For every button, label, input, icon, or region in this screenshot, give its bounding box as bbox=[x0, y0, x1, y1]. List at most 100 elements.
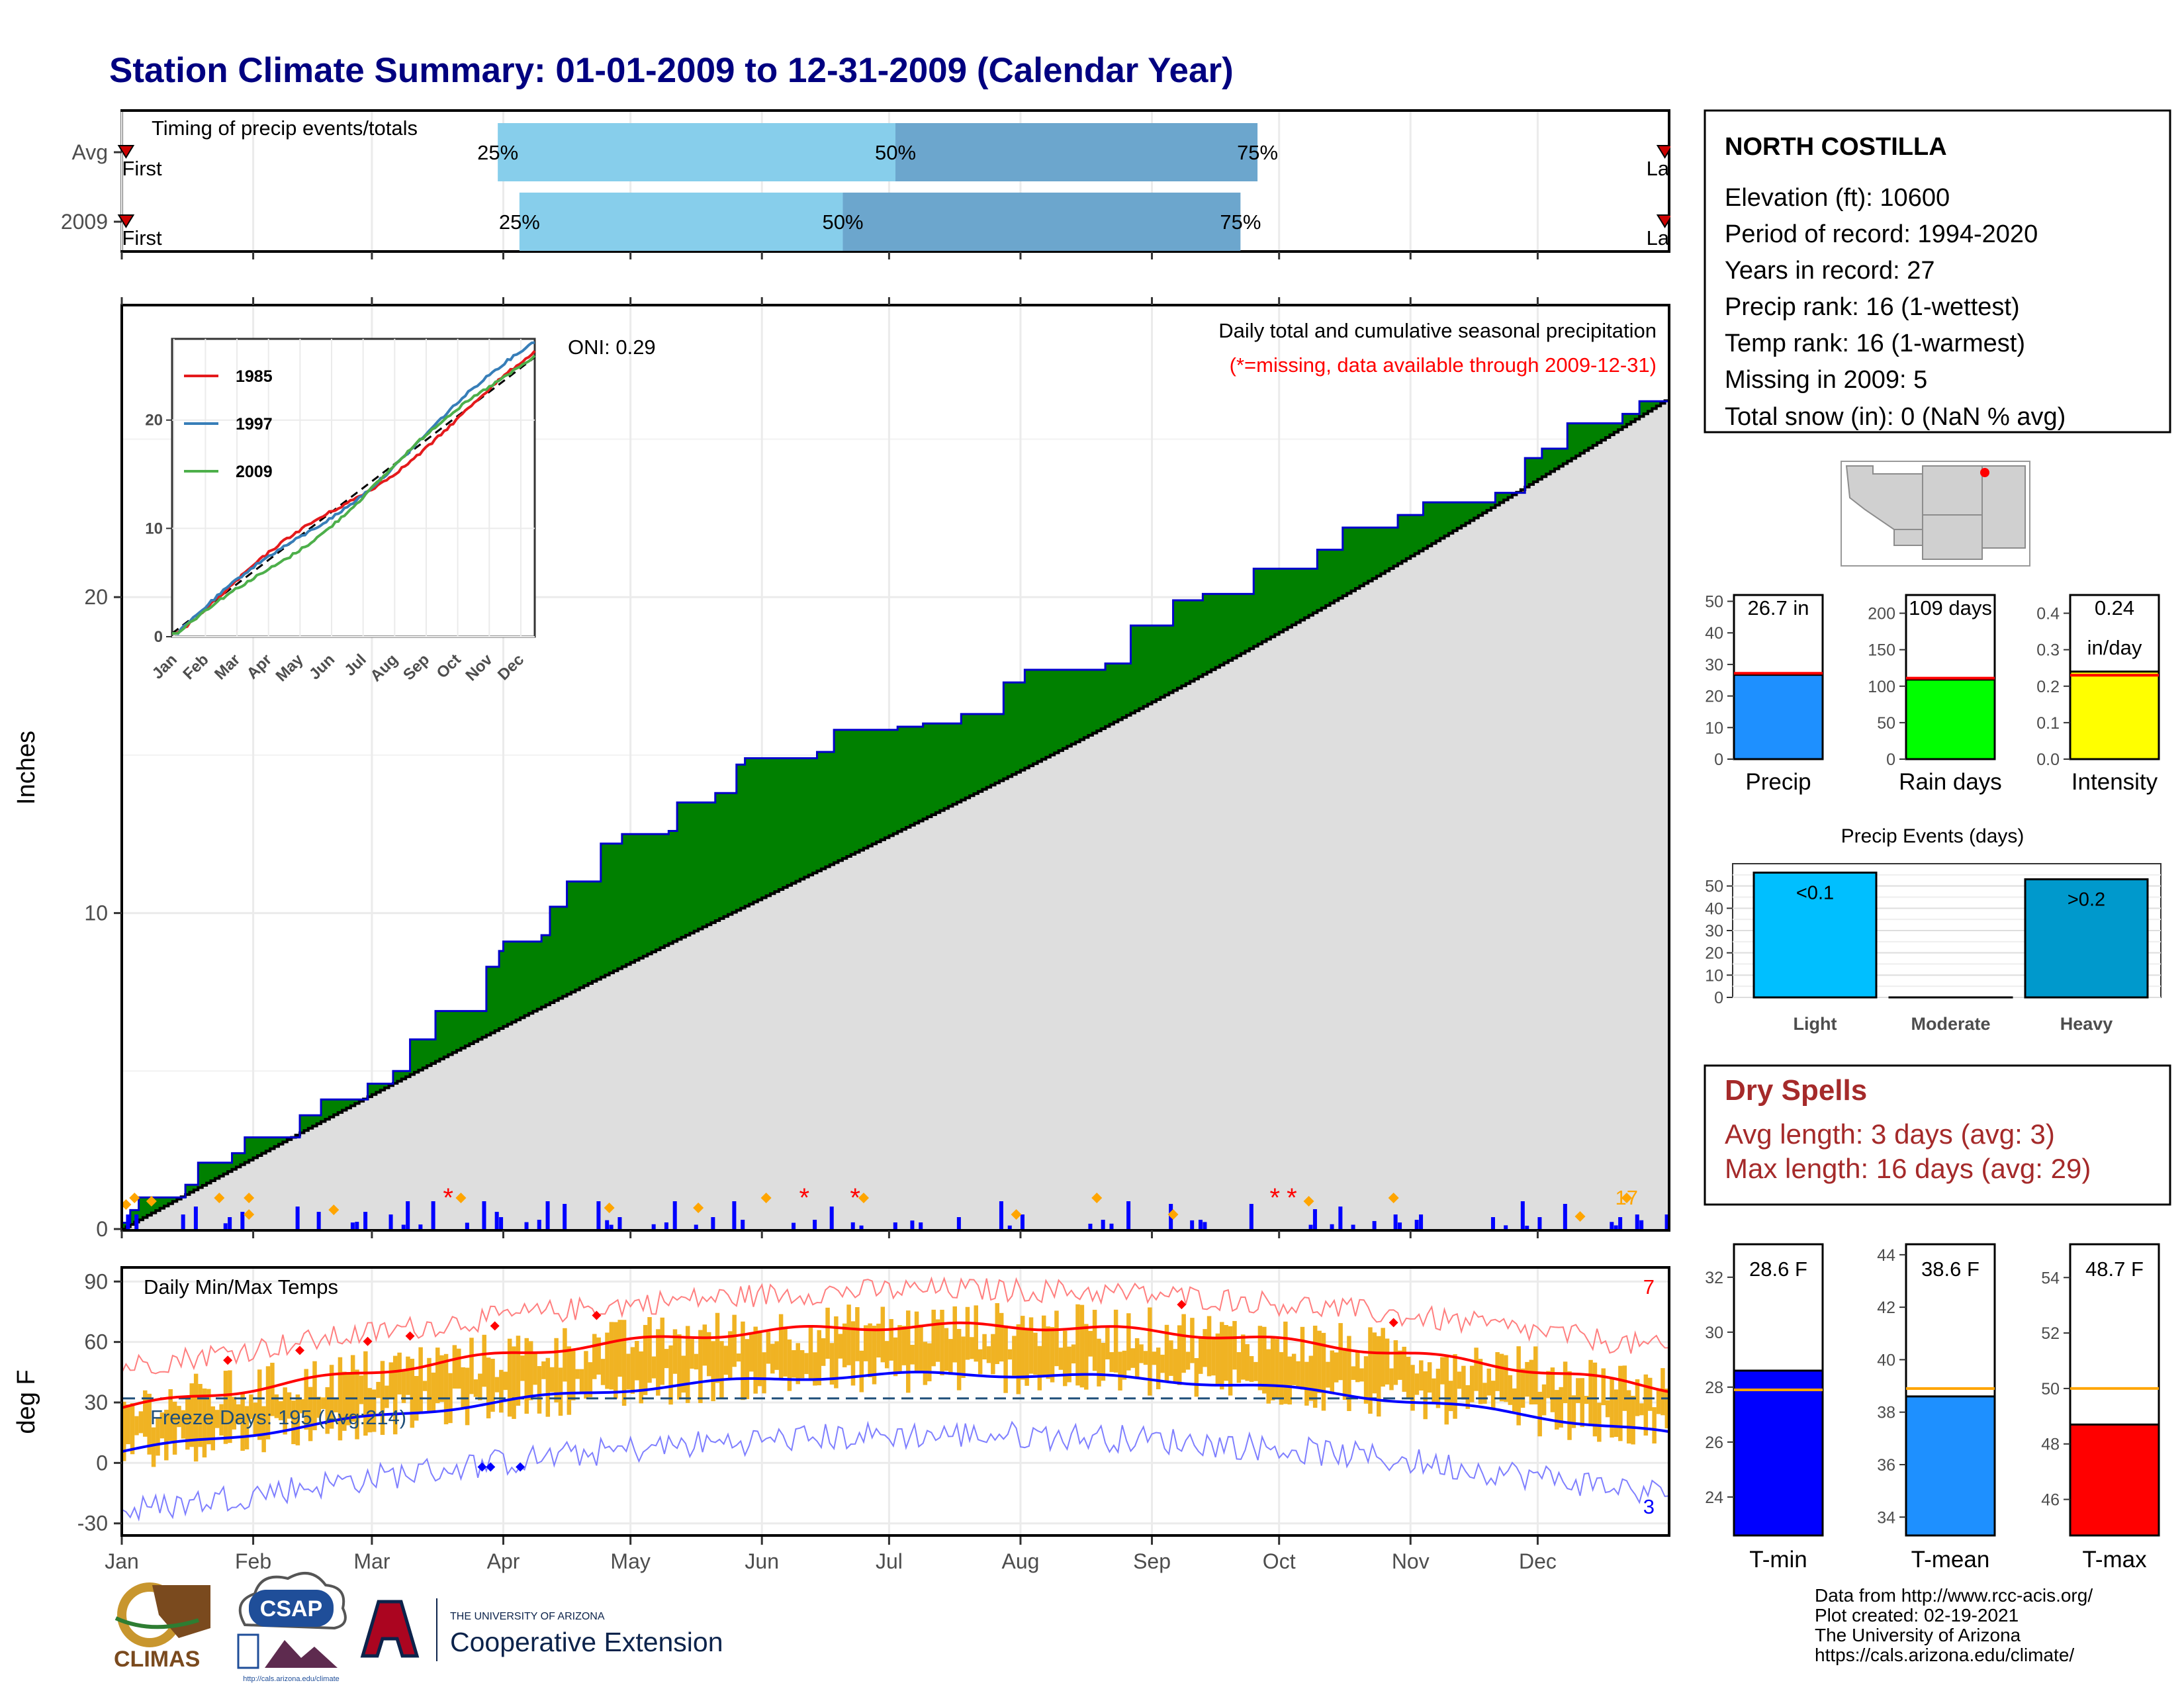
departure-fill bbox=[1181, 600, 1186, 686]
departure-fill bbox=[1580, 424, 1584, 453]
departure-fill bbox=[885, 730, 889, 838]
departure-fill bbox=[1118, 663, 1122, 719]
departure-fill bbox=[635, 834, 639, 960]
departure-fill bbox=[575, 882, 580, 990]
departure-fill bbox=[673, 831, 678, 941]
daily-temp-bar bbox=[1588, 1360, 1593, 1426]
ua-a-icon bbox=[363, 1602, 417, 1656]
daily-temp-bar bbox=[1394, 1340, 1398, 1385]
summary-ytick-label: 0 bbox=[1886, 751, 1895, 769]
daily-temp-bar bbox=[821, 1338, 826, 1366]
timing-clip bbox=[1670, 112, 1697, 251]
departure-fill bbox=[1377, 527, 1381, 576]
departure-fill bbox=[1148, 625, 1152, 704]
daily-precip-bar bbox=[711, 1217, 715, 1229]
departure-fill bbox=[626, 834, 631, 964]
events-bar-label: >0.2 bbox=[2068, 890, 2105, 911]
daily-temp-bar bbox=[1253, 1362, 1258, 1381]
daily-precip-bar bbox=[605, 1220, 609, 1229]
temp-bar-ytick-label: 40 bbox=[1877, 1351, 1895, 1369]
summary-value-label: 26.7 in bbox=[1747, 596, 1809, 619]
temp-bar-ytick-label: 30 bbox=[1705, 1324, 1723, 1342]
daily-temp-bar bbox=[1292, 1353, 1297, 1385]
month-label: Aug bbox=[1001, 1549, 1039, 1573]
departure-fill bbox=[1338, 550, 1343, 598]
event-count: 17 bbox=[1615, 1186, 1638, 1209]
departure-fill bbox=[525, 942, 529, 1016]
daily-precip-bar bbox=[355, 1222, 359, 1229]
daily-temp-bar bbox=[626, 1353, 631, 1389]
daily-temp-bar bbox=[897, 1325, 902, 1371]
departure-fill bbox=[610, 844, 614, 973]
departure-fill bbox=[490, 967, 495, 1033]
departure-fill bbox=[1322, 550, 1326, 608]
events-ytick-label: 30 bbox=[1705, 922, 1723, 940]
daily-temp-bar bbox=[520, 1355, 525, 1381]
daily-temp-bar bbox=[936, 1319, 940, 1361]
daily-temp-bar bbox=[1296, 1361, 1300, 1389]
temp-category-label: T-mean bbox=[1911, 1547, 1990, 1573]
events-ytick-label: 10 bbox=[1705, 966, 1723, 985]
daily-temp-bar bbox=[1631, 1396, 1635, 1444]
departure-fill bbox=[753, 758, 758, 902]
daily-temp-bar bbox=[923, 1342, 928, 1385]
daily-temp-bar bbox=[432, 1373, 436, 1412]
departure-fill bbox=[881, 730, 886, 840]
departure-fill bbox=[1436, 502, 1441, 541]
departure-fill bbox=[1109, 663, 1114, 724]
departure-fill bbox=[774, 758, 779, 891]
daily-temp-bar bbox=[885, 1341, 889, 1368]
inset-legend-label: 1985 bbox=[236, 367, 273, 386]
daily-precip-bar bbox=[1330, 1224, 1334, 1229]
missing-data-marker: * bbox=[1270, 1183, 1281, 1212]
timing-label: Timing of precip events/totals bbox=[152, 116, 418, 140]
inset-legend-label: 1997 bbox=[236, 415, 273, 434]
station-info: NORTH COSTILLA Elevation (ft): 10600 Per… bbox=[1705, 111, 2170, 432]
daily-temp-bar bbox=[592, 1334, 597, 1379]
daily-temp-bar bbox=[1317, 1331, 1322, 1393]
departure-fill bbox=[647, 834, 652, 954]
events-category-label: Heavy bbox=[2060, 1014, 2113, 1034]
ua-extension: Cooperative Extension bbox=[450, 1627, 723, 1657]
ua-logo: THE UNIVERSITY OF ARIZONA Cooperative Ex… bbox=[363, 1598, 723, 1661]
daily-precip-bar bbox=[673, 1201, 677, 1229]
departure-fill bbox=[868, 730, 872, 846]
daily-temp-bar bbox=[1461, 1366, 1466, 1400]
daily-temp-bar bbox=[1567, 1371, 1572, 1440]
daily-temp-bar bbox=[1648, 1378, 1653, 1411]
daily-temp-bar bbox=[1359, 1368, 1364, 1381]
daily-temp-bar bbox=[1563, 1361, 1568, 1403]
daily-temp-bar bbox=[668, 1346, 673, 1404]
daily-precip-bar bbox=[957, 1217, 961, 1229]
departure-fill bbox=[728, 793, 733, 914]
daily-temp-bar bbox=[1614, 1389, 1619, 1437]
daily-temp-bar bbox=[1368, 1327, 1373, 1414]
departure-fill bbox=[1093, 670, 1097, 733]
daily-temp-bar bbox=[906, 1310, 911, 1393]
departure-fill bbox=[656, 834, 660, 950]
credit-plot-date: Plot created: 02-19-2021 bbox=[1815, 1605, 2019, 1625]
departure-fill bbox=[1279, 569, 1284, 632]
temp-bar-ytick-label: 48 bbox=[2041, 1436, 2060, 1454]
daily-temp-bar bbox=[1521, 1369, 1525, 1408]
daily-precip-bar bbox=[351, 1222, 355, 1229]
daily-precip-bar bbox=[537, 1220, 541, 1229]
temp-ytick-label: 90 bbox=[84, 1269, 108, 1293]
departure-fill bbox=[503, 942, 508, 1027]
daily-temp-bar bbox=[1398, 1351, 1402, 1380]
daily-temp-bar bbox=[605, 1333, 610, 1389]
daily-temp-bar bbox=[753, 1327, 758, 1394]
departure-fill bbox=[732, 793, 737, 912]
summary-ytick-label: 0.0 bbox=[2036, 751, 2060, 769]
dry-spells: Dry Spells Avg length: 3 days (avg: 3) M… bbox=[1705, 1066, 2170, 1205]
daily-precip-bar bbox=[610, 1225, 614, 1229]
daily-precip-bar bbox=[1618, 1217, 1622, 1229]
daily-precip-bar bbox=[813, 1220, 817, 1229]
daily-temp-bar bbox=[1453, 1354, 1457, 1419]
departure-fill bbox=[978, 714, 983, 792]
departure-fill bbox=[482, 1011, 486, 1038]
departure-fill bbox=[745, 758, 750, 906]
